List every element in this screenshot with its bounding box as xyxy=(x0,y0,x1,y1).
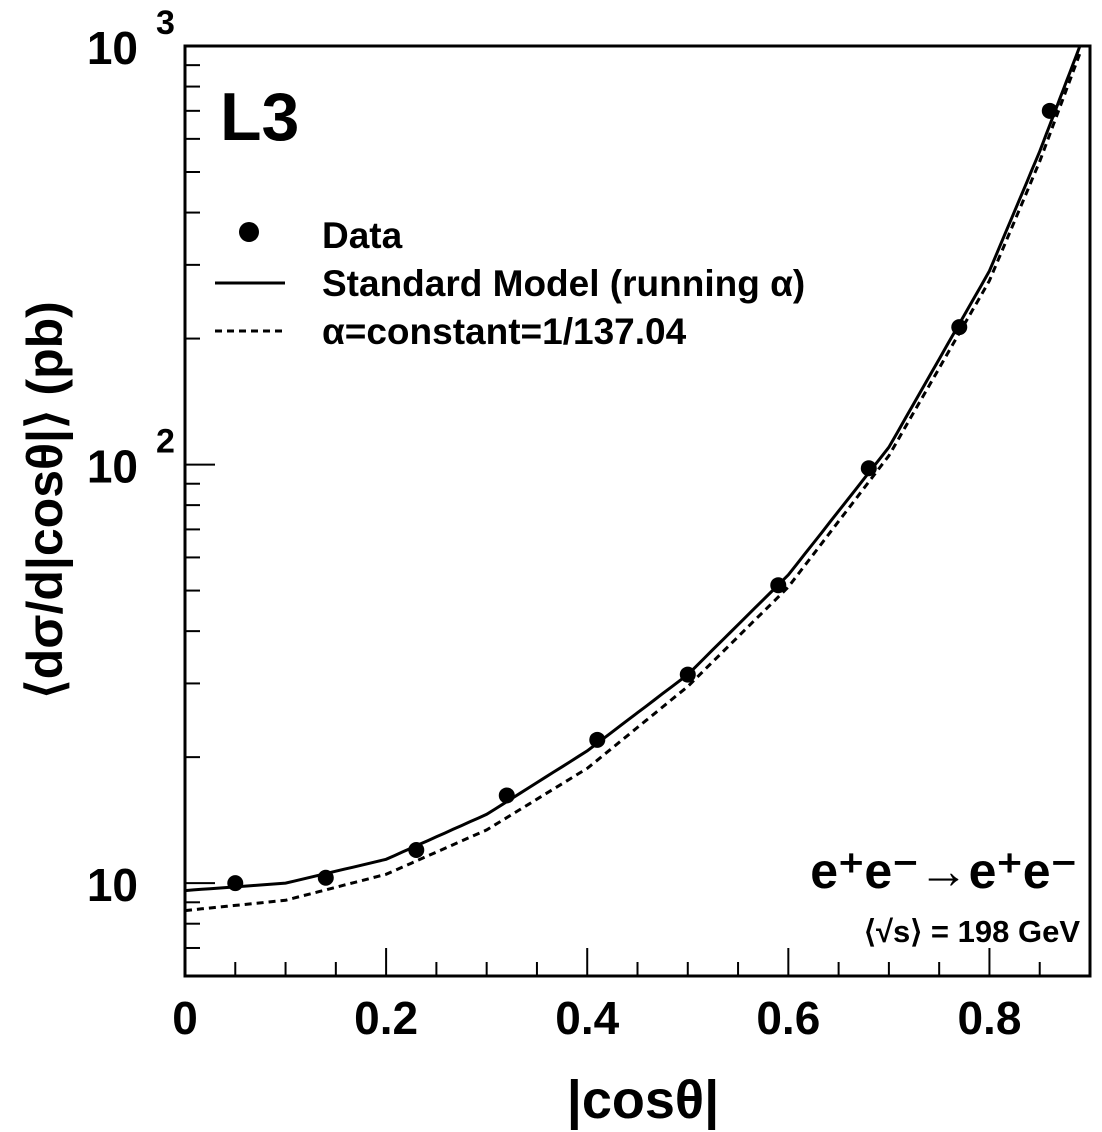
legend-label: α=constant=1/137.04 xyxy=(322,311,687,352)
tick-labels-layer: 0 0.2 0.4 0.6 0.8 10 10 2 10 3 xyxy=(87,4,1022,1044)
legend: Data Standard Model (running α) α=constant… xyxy=(215,215,805,352)
y-tick-exponent: 2 xyxy=(156,423,175,461)
x-tick-label: 0 xyxy=(172,992,198,1044)
constant-alpha-curve xyxy=(184,52,1082,913)
axis-ticks-layer xyxy=(184,45,1091,977)
data-point xyxy=(408,841,425,858)
x-tick-label: 0.2 xyxy=(354,992,418,1044)
data-point xyxy=(317,869,334,886)
experiment-label: L3 xyxy=(220,79,299,155)
y-tick-label: 10 xyxy=(87,22,138,74)
x-tick-label: 0.8 xyxy=(957,992,1021,1044)
data-points-layer xyxy=(227,102,1058,892)
plot-frame xyxy=(183,44,1092,978)
data-point xyxy=(860,460,877,477)
energy-label: ⟨√s⟩ = 198 GeV xyxy=(864,914,1080,949)
y-tick-label: 10 xyxy=(87,859,138,911)
data-point xyxy=(1041,102,1058,119)
data-point xyxy=(770,577,787,594)
x-tick-label: 0.4 xyxy=(555,992,619,1044)
standard-model-curve xyxy=(184,45,1082,893)
process-label: e⁺e⁻→e⁺e⁻ xyxy=(810,843,1077,899)
data-point xyxy=(498,787,515,804)
data-point xyxy=(951,319,968,336)
x-axis-label: |cosθ| xyxy=(567,1070,719,1131)
legend-marker-data xyxy=(239,222,259,242)
legend-label: Data xyxy=(322,215,403,256)
legend-label: Standard Model (running α) xyxy=(322,263,805,304)
y-tick-exponent: 3 xyxy=(156,4,175,42)
data-point xyxy=(227,875,244,892)
y-axis-label: ⟨dσ/d|cosθ|⟩ (pb) xyxy=(17,301,74,699)
data-point xyxy=(679,666,696,683)
curves-layer xyxy=(184,45,1082,913)
y-tick-label: 10 xyxy=(87,441,138,493)
x-tick-label: 0.6 xyxy=(756,992,820,1044)
data-point xyxy=(589,731,606,748)
